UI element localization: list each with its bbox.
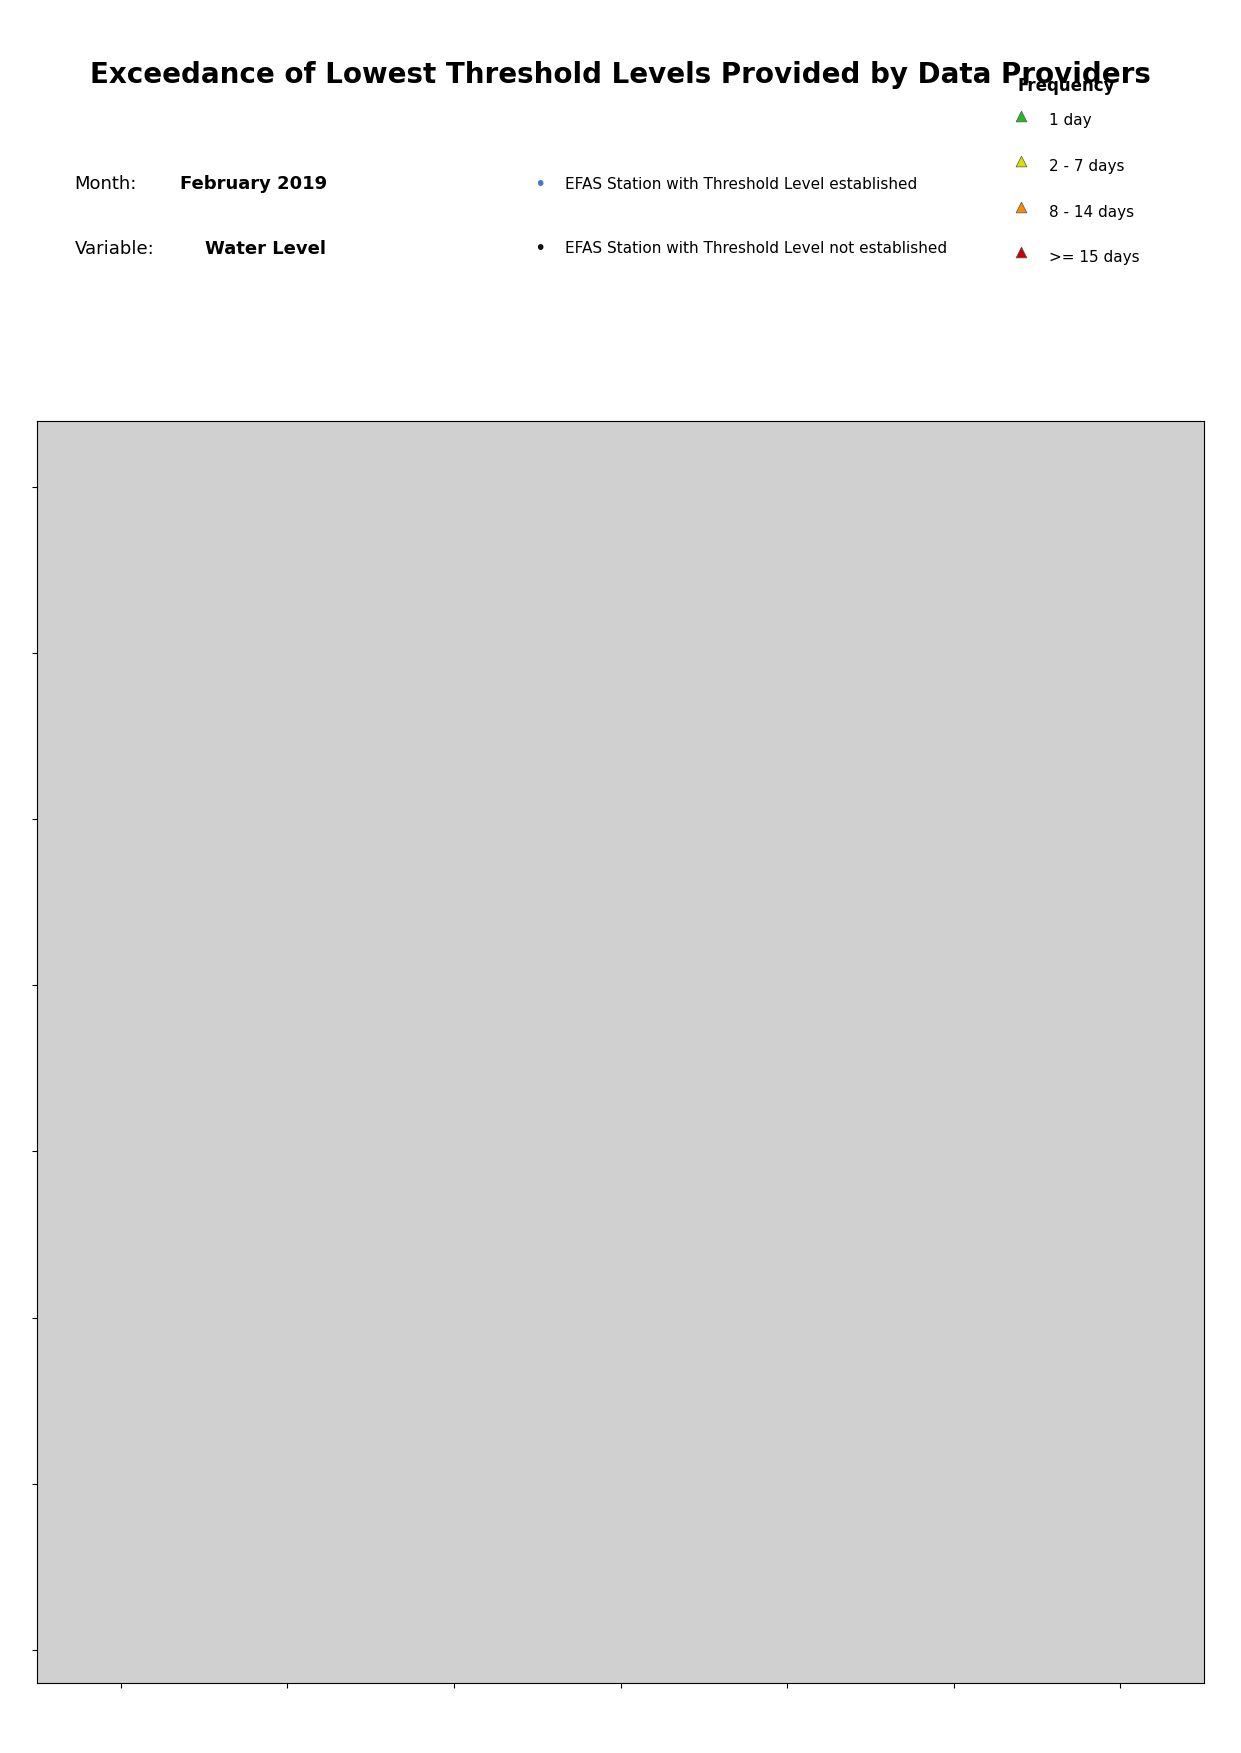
Text: EFAS Station with Threshold Level not established: EFAS Station with Threshold Level not es… [565, 242, 947, 256]
Text: 2 - 7 days: 2 - 7 days [1049, 160, 1124, 174]
Text: EFAS Station with Threshold Level established: EFAS Station with Threshold Level establ… [565, 177, 917, 191]
Point [1010, 193, 1030, 221]
Text: 8 - 14 days: 8 - 14 days [1049, 205, 1134, 219]
Text: >= 15 days: >= 15 days [1049, 251, 1139, 265]
Text: Water Level: Water Level [205, 240, 326, 258]
Text: Variable:: Variable: [74, 240, 154, 258]
Point [1010, 238, 1030, 266]
Text: Month:: Month: [74, 175, 137, 193]
Point [1010, 102, 1030, 130]
Text: 1 day: 1 day [1049, 114, 1091, 128]
Text: Frequency: Frequency [1018, 77, 1116, 95]
Text: February 2019: February 2019 [180, 175, 328, 193]
Text: Exceedance of Lowest Threshold Levels Provided by Data Providers: Exceedance of Lowest Threshold Levels Pr… [91, 61, 1150, 89]
Text: •: • [534, 175, 545, 193]
Point [1010, 147, 1030, 175]
Text: •: • [534, 240, 545, 258]
